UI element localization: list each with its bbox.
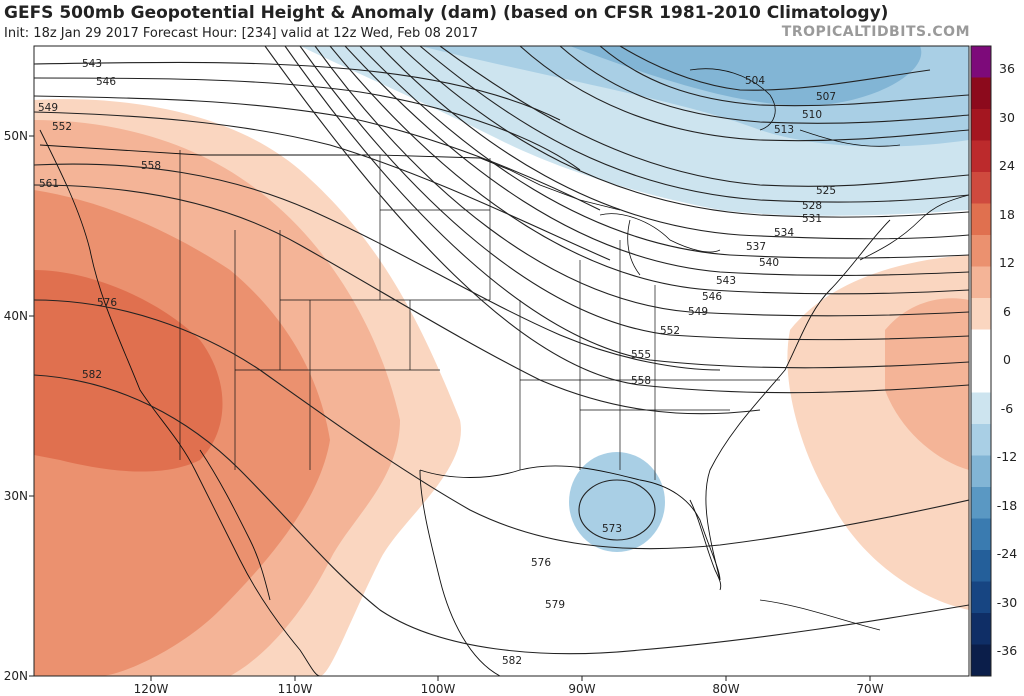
contour-label: 528 <box>802 200 822 212</box>
contour-label: 561 <box>39 178 59 190</box>
lat-label: 20N <box>4 669 28 683</box>
colorbar-segment <box>971 172 991 204</box>
contour-label: 576 <box>531 557 551 569</box>
colorbar-label: -12 <box>997 449 1017 464</box>
colorbar-segment <box>971 77 991 110</box>
colorbar-label: 24 <box>999 158 1015 173</box>
colorbar-label: -18 <box>997 498 1017 513</box>
political-boundaries <box>39 68 969 676</box>
colorbar-label: 30 <box>999 110 1015 125</box>
lon-label: 110W <box>278 682 313 696</box>
colorbar-segment <box>971 392 991 425</box>
contour-label: 507 <box>816 91 836 103</box>
colorbar-label: 0 <box>1003 352 1011 367</box>
colorbar-segment <box>971 487 991 519</box>
colorbar-label: -24 <box>997 546 1017 561</box>
colorbar-segment <box>971 203 991 236</box>
colorbar-segment <box>971 518 991 551</box>
colorbar-label: -30 <box>997 595 1017 610</box>
colorbar-segment <box>971 455 991 488</box>
contour-label: 531 <box>802 213 822 225</box>
contour-labels: 543 546 549 552 558 561 576 582 504 507 … <box>38 58 836 667</box>
height-contours <box>34 46 969 655</box>
contour-label: 546 <box>96 76 116 88</box>
contour-label: 513 <box>774 124 794 136</box>
colorbar-segment <box>971 581 991 614</box>
colorbar-label: -36 <box>997 643 1017 658</box>
colorbar-segment <box>971 109 991 141</box>
contour-label: 546 <box>702 291 722 303</box>
colorbar-segment <box>971 329 991 362</box>
colorbar-segment <box>971 235 991 267</box>
colorbar-label: 18 <box>999 207 1015 222</box>
colorbar-segment <box>971 46 991 78</box>
lon-label: 80W <box>712 682 739 696</box>
lon-label: 100W <box>421 682 456 696</box>
colorbar-segment <box>971 613 991 645</box>
contour-label: 555 <box>631 349 651 361</box>
lon-label: 90W <box>568 682 595 696</box>
colorbar-label: 6 <box>1003 304 1011 319</box>
latitude-axis: 50N 40N 30N 20N <box>4 129 34 683</box>
contour-label: 558 <box>631 375 651 387</box>
init-forecast-info: Init: 18z Jan 29 2017 Forecast Hour: [23… <box>4 26 479 41</box>
contour-label: 576 <box>97 297 117 309</box>
lon-label: 70W <box>856 682 883 696</box>
lat-label: 50N <box>4 129 28 143</box>
colorbar-segment <box>971 424 991 456</box>
contour-label: 582 <box>82 369 102 381</box>
colorbar-label: 36 <box>999 61 1015 76</box>
contour-label: 534 <box>774 227 794 239</box>
contour-label: 543 <box>716 275 736 287</box>
contour-label: 579 <box>545 599 565 611</box>
colorbar <box>971 46 991 677</box>
colorbar-segment <box>971 140 991 173</box>
contour-label: 552 <box>52 121 72 133</box>
colorbar-segment <box>971 361 991 393</box>
colorbar-segment <box>971 298 991 330</box>
lon-label: 120W <box>134 682 169 696</box>
contour-label: 582 <box>502 655 522 667</box>
colorbar-segment <box>971 644 991 677</box>
colorbar-frame <box>970 45 992 677</box>
brand-logo: TROPICALTIDBITS.COM <box>781 24 970 40</box>
map-frame <box>33 45 970 677</box>
contour-label: 543 <box>82 58 102 70</box>
colorbar-segment <box>971 266 991 299</box>
contour-label: 537 <box>746 241 766 253</box>
colorbar-segment <box>971 550 991 582</box>
colorbar-labels: 36 30 24 18 12 6 0 -6 -12 -18 -24 -30 -3… <box>997 61 1017 658</box>
colorbar-label: 12 <box>999 255 1015 270</box>
lat-label: 30N <box>4 489 28 503</box>
contour-label: 552 <box>660 325 680 337</box>
contour-label: 558 <box>141 160 161 172</box>
contour-label: 549 <box>688 306 708 318</box>
contour-label: 540 <box>759 257 779 269</box>
page-title: GEFS 500mb Geopotential Height & Anomaly… <box>4 3 889 23</box>
contour-label: 504 <box>745 75 765 87</box>
contour-label: 549 <box>38 102 58 114</box>
colorbar-label: -6 <box>1001 401 1014 416</box>
contour-label: 573 <box>602 523 622 535</box>
contour-label: 510 <box>802 109 822 121</box>
lat-label: 40N <box>4 309 28 323</box>
longitude-axis: 120W 110W 100W 90W 80W 70W <box>134 676 884 696</box>
contour-label: 525 <box>816 185 836 197</box>
